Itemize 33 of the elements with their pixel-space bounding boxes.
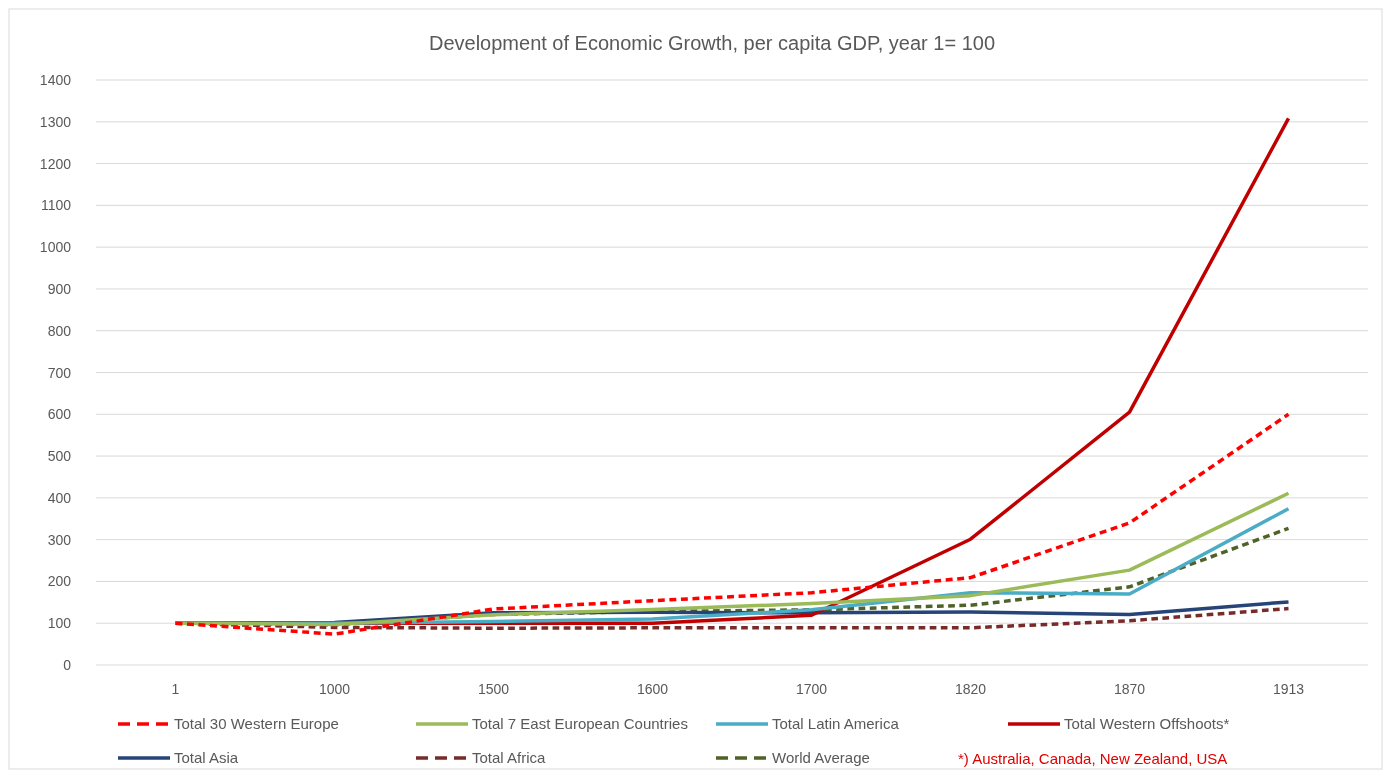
chart-title: Development of Economic Growth, per capita GDP, year 1= 100 [428, 32, 996, 54]
x-tick-label: 1913 [1272, 681, 1305, 697]
y-tick-label: 800 [47, 322, 72, 339]
text: *) Australia, Canada, New Zealand, USA [958, 750, 1228, 767]
y-tick-label: 100 [47, 615, 72, 632]
x-tick-label: 1000 [318, 681, 351, 697]
y-tick-label: 500 [47, 448, 72, 465]
y-tick-label: 600 [47, 406, 72, 423]
x-tick-label: 1700 [795, 681, 828, 697]
y-tick-label: 200 [47, 573, 72, 590]
y-tick-label: 1000 [39, 239, 72, 256]
y-tick-label: 1200 [39, 155, 72, 172]
legend-label: Total Western Offshoots* [1064, 715, 1230, 732]
y-tick-label: 1100 [40, 197, 72, 214]
legend-label: Total 30 Western Europe [174, 715, 339, 732]
legend-label: Total 7 East European Countries [472, 715, 688, 732]
y-tick-label: 0 [63, 657, 72, 673]
y-tick-label: 1400 [39, 72, 72, 88]
y-tick-label: 700 [47, 364, 72, 381]
x-tick-label: 1500 [477, 681, 510, 697]
legend-label: Total Latin America [772, 715, 900, 732]
y-tick-label: 1300 [39, 113, 72, 130]
x-tick-label: 1820 [954, 681, 987, 697]
x-tick-label: 1600 [636, 681, 669, 697]
y-tick-label: 900 [47, 280, 72, 297]
x-tick-label: 1870 [1113, 681, 1146, 697]
legend-label: Total Asia [174, 749, 239, 766]
line-series [173, 412, 1291, 636]
y-tick-label: 300 [47, 531, 72, 548]
legend-label: World Average [772, 749, 870, 766]
x-tick-label: 1 [171, 681, 180, 697]
legend-label: Total Africa [472, 749, 547, 766]
y-tick-label: 400 [47, 489, 72, 506]
